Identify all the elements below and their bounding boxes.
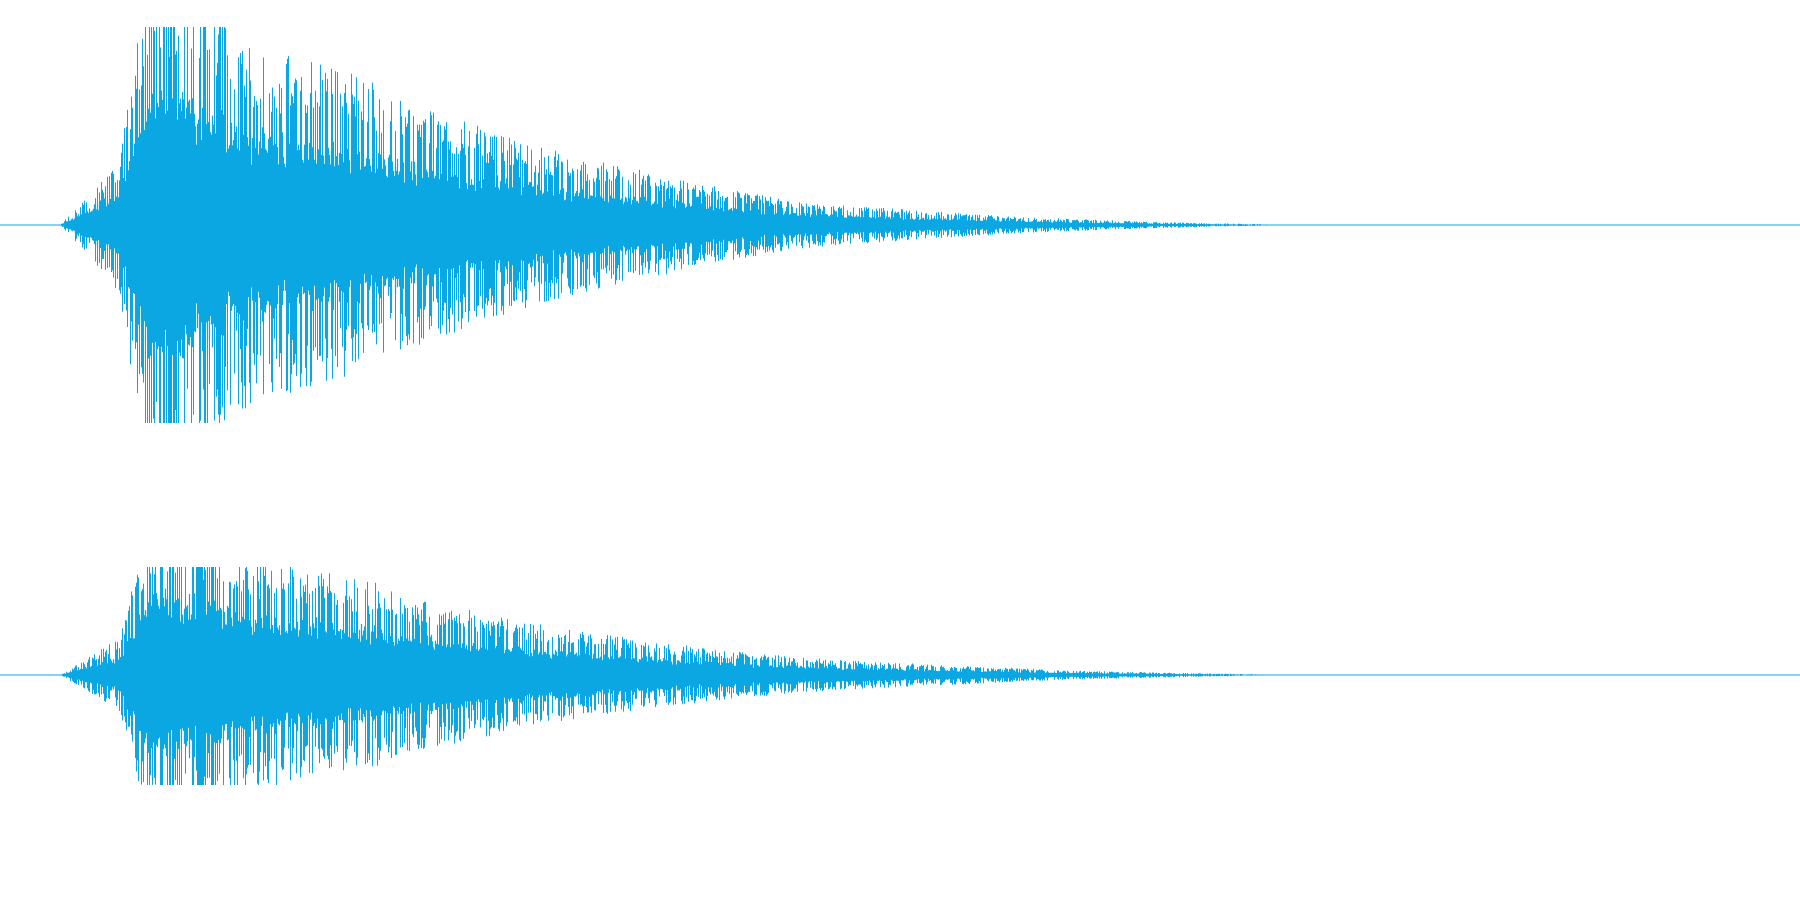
channel-2-waveform <box>0 567 1800 785</box>
channel-2-body <box>60 588 1275 759</box>
channel-1-body <box>60 90 1277 360</box>
channel-1-waveform <box>0 27 1800 423</box>
